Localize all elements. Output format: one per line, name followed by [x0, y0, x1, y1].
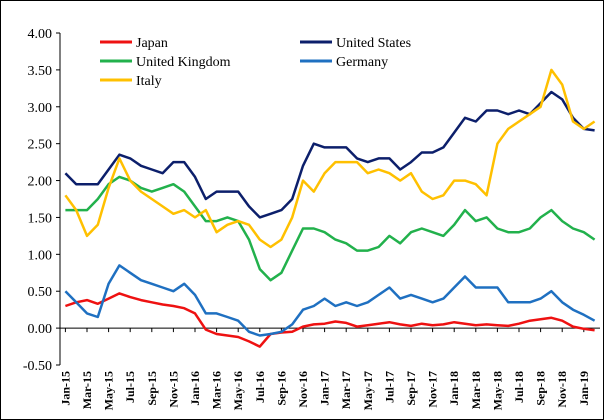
y-tick-label: 2.00 — [28, 175, 53, 190]
x-tick-label: Sep-17 — [404, 371, 418, 406]
series-line — [65, 175, 596, 282]
x-tick-label: Jul-16 — [253, 371, 267, 403]
y-tick-label: 3.50 — [28, 64, 53, 79]
x-tick-label: May-17 — [361, 371, 375, 410]
y-tick-label: 1.00 — [28, 248, 53, 263]
legend-label: United States — [336, 36, 411, 51]
legend-label: United Kingdom — [136, 55, 231, 70]
x-tick-label: Jul-15 — [123, 371, 137, 403]
y-tick-label: 4.00 — [28, 27, 53, 42]
x-tick-label: Sep-16 — [274, 371, 288, 406]
x-tick-label: Jan-16 — [188, 371, 202, 406]
x-tick-label: Mar-15 — [80, 371, 94, 409]
x-tick-label: Jul-18 — [512, 371, 526, 403]
y-tick-label: 0.50 — [28, 285, 53, 300]
x-tick-label: Nov-15 — [166, 371, 180, 408]
y-tick-label: 1.50 — [28, 211, 53, 226]
y-tick-label: 3.00 — [28, 101, 53, 116]
x-tick-label: Mar-17 — [339, 371, 353, 409]
series-line — [64, 264, 596, 337]
x-tick-label: Nov-18 — [555, 371, 569, 408]
legend-label: Japan — [136, 36, 168, 51]
x-tick-label: Jan-19 — [577, 371, 591, 406]
y-tick-label: 2.50 — [28, 138, 53, 153]
x-tick-label: Mar-18 — [469, 371, 483, 409]
legend-label: Italy — [136, 74, 162, 89]
x-tick-label: Jul-17 — [382, 371, 396, 403]
y-tick-label: 0.00 — [28, 322, 53, 337]
x-tick-label: May-16 — [231, 371, 245, 410]
y-tick-label: -0.50 — [23, 359, 52, 374]
series-line — [64, 90, 595, 219]
x-tick-label: Sep-18 — [534, 371, 548, 406]
x-tick-label: Jan-18 — [447, 371, 461, 406]
x-tick-label: Nov-16 — [296, 371, 310, 408]
x-tick-label: Jan-17 — [318, 371, 332, 406]
x-tick-label: Sep-15 — [145, 371, 159, 406]
x-tick-label: Mar-16 — [210, 371, 224, 409]
x-tick-label: May-18 — [490, 371, 504, 410]
series-line — [64, 292, 595, 348]
x-tick-label: Jan-15 — [58, 371, 72, 406]
x-tick-label: Nov-17 — [426, 371, 440, 408]
x-tick-label: May-15 — [102, 371, 116, 410]
legend-label: Germany — [336, 55, 388, 70]
series-line — [64, 68, 596, 249]
